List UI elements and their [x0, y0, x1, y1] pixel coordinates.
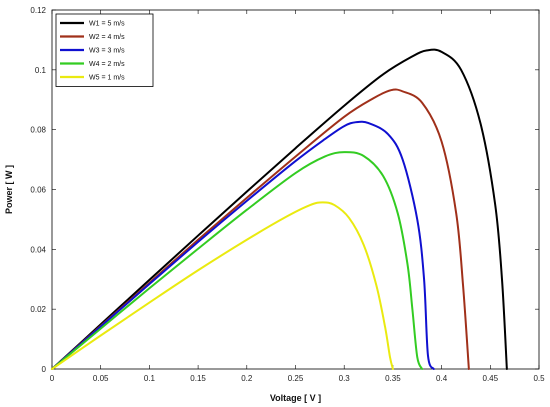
- x-tick-label: 0.25: [288, 374, 304, 383]
- y-tick-label: 0.04: [30, 245, 46, 254]
- x-axis-label: Voltage [ V ]: [270, 393, 321, 403]
- y-tick-label: 0.02: [30, 305, 46, 314]
- y-tick-label: 0.1: [35, 66, 47, 75]
- x-tick-label: 0.4: [436, 374, 448, 383]
- x-tick-label: 0.3: [339, 374, 351, 383]
- x-tick-label: 0.35: [385, 374, 401, 383]
- y-tick-label: 0.06: [30, 186, 46, 195]
- x-tick-label: 0.2: [241, 374, 253, 383]
- y-axis-label: Power [ W ]: [4, 165, 14, 214]
- y-tick-label: 0.12: [30, 6, 46, 15]
- x-tick-label: 0.5: [533, 374, 545, 383]
- axes: [51, 9, 540, 370]
- x-tick-label: 0.05: [93, 374, 109, 383]
- legend-entry: W5 = 1 m/s: [89, 75, 125, 82]
- x-tick-label: 0: [50, 374, 55, 383]
- series-line-5: [51, 201, 394, 370]
- series-line-4: [51, 151, 424, 370]
- series-line-3: [51, 120, 435, 370]
- x-tick-label: 0.15: [190, 374, 206, 383]
- series-line-2: [51, 88, 470, 370]
- legend-entry: W2 = 4 m/s: [89, 34, 125, 41]
- legend-entry: W3 = 3 m/s: [89, 48, 125, 55]
- series-line-1: [51, 48, 508, 370]
- y-tick-label: 0: [42, 365, 47, 374]
- legend-entry: W4 = 2 m/s: [89, 61, 125, 68]
- legend-entry: W1 = 5 m/s: [89, 21, 125, 28]
- tick-labels: 0 0.05 0.1 0.15 0.2 0.25 0.3 0.35 0.4 0.45 0.5 0 0.0…: [30, 6, 545, 383]
- x-tick-label: 0.45: [483, 374, 499, 383]
- x-tick-label: 0.1: [144, 374, 156, 383]
- y-tick-label: 0.08: [30, 126, 46, 135]
- series-lines: [51, 48, 508, 370]
- legend: W1 = 5 m/s W2 = 4 m/s W3 = 3 m/s W4 = 2 m/s…: [55, 13, 154, 87]
